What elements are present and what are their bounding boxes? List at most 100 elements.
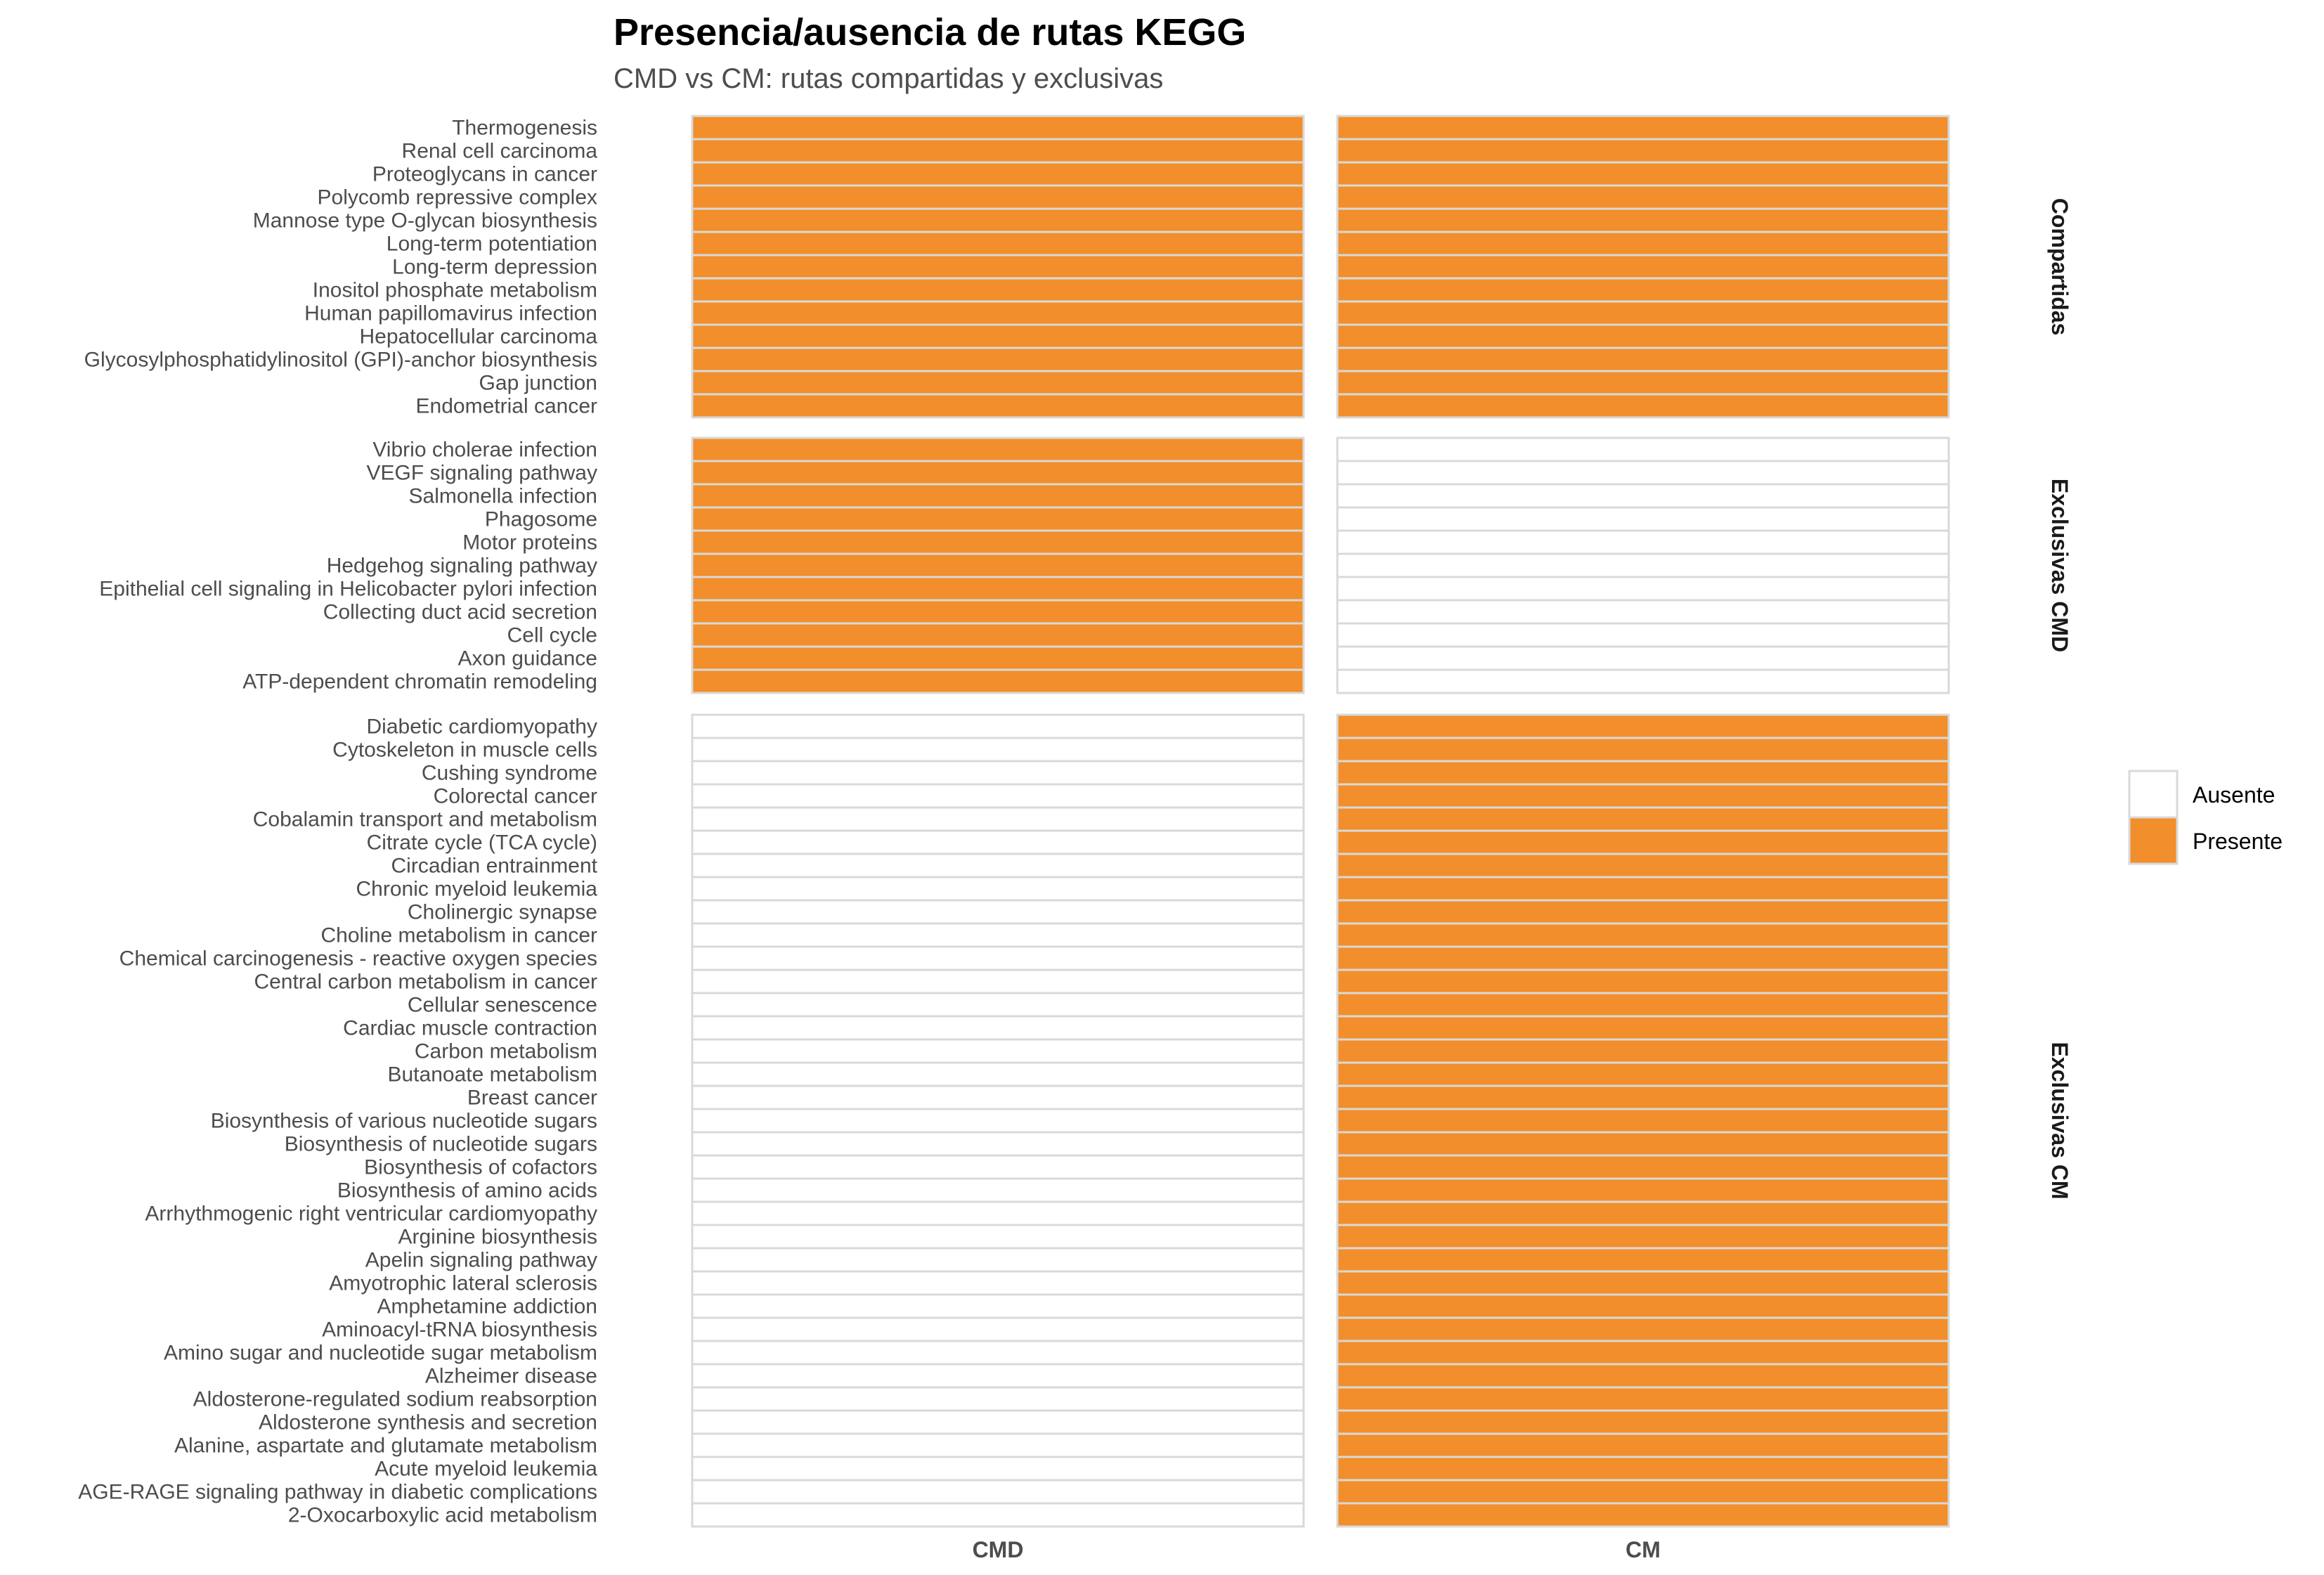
row-label: Collecting duct acid secretion bbox=[323, 601, 597, 624]
heatmap-cell bbox=[691, 529, 1305, 555]
heatmap-cell bbox=[691, 161, 1305, 187]
row-label: Cobalamin transport and metabolism bbox=[253, 808, 597, 831]
heatmap-cell bbox=[1336, 645, 1950, 671]
heatmap-cell bbox=[1336, 760, 1950, 786]
heatmap-cell bbox=[691, 829, 1305, 855]
row-label: Alzheimer disease bbox=[425, 1365, 597, 1388]
heatmap-cell bbox=[691, 506, 1305, 532]
heatmap-cell bbox=[691, 899, 1305, 925]
heatmap-cell bbox=[1336, 483, 1950, 509]
heatmap-cell bbox=[1336, 668, 1950, 694]
row-label: Arrhythmogenic right ventricular cardiom… bbox=[145, 1203, 597, 1226]
row-label: Carbon metabolism bbox=[415, 1040, 597, 1063]
row-label: Inositol phosphate metabolism bbox=[313, 279, 597, 302]
heatmap-cell bbox=[691, 370, 1305, 396]
heatmap-cell bbox=[1336, 622, 1950, 648]
heatmap-cell bbox=[691, 1247, 1305, 1273]
row-label: Biosynthesis of cofactors bbox=[364, 1156, 597, 1179]
heatmap-cell bbox=[691, 876, 1305, 902]
heatmap-cell bbox=[1336, 436, 1950, 462]
row-label: Citrate cycle (TCA cycle) bbox=[367, 831, 597, 855]
heatmap-cell bbox=[1336, 829, 1950, 855]
row-label: Cellular senescence bbox=[408, 994, 597, 1017]
heatmap-cell bbox=[691, 1200, 1305, 1226]
heatmap-cell bbox=[1336, 161, 1950, 187]
row-label: Long-term potentiation bbox=[387, 233, 597, 256]
row-label: Amphetamine addiction bbox=[377, 1295, 597, 1318]
row-label: Polycomb repressive complex bbox=[318, 186, 597, 209]
row-label: Chemical carcinogenesis - reactive oxyge… bbox=[119, 947, 597, 971]
heatmap-cell bbox=[691, 138, 1305, 164]
heatmap-cell bbox=[691, 1340, 1305, 1366]
row-label: Thermogenesis bbox=[452, 117, 597, 140]
row-label: Aminoacyl-tRNA biosynthesis bbox=[322, 1318, 597, 1342]
heatmap-cell bbox=[1336, 1038, 1950, 1064]
facet-strip-label: Exclusivas CMD bbox=[2047, 479, 2072, 652]
heatmap-cell bbox=[691, 1293, 1305, 1319]
heatmap-cell bbox=[1336, 184, 1950, 210]
row-label: Human papillomavirus infection bbox=[304, 302, 597, 325]
row-label: Biosynthesis of nucleotide sugars bbox=[285, 1133, 597, 1156]
row-label: Colorectal cancer bbox=[434, 785, 597, 808]
row-label: Proteoglycans in cancer bbox=[372, 163, 597, 186]
column-label: CMD bbox=[973, 1537, 1024, 1562]
heatmap-cell bbox=[1336, 599, 1950, 625]
heatmap-cell bbox=[691, 1270, 1305, 1296]
heatmap-cell bbox=[691, 1038, 1305, 1064]
heatmap-cell bbox=[1336, 506, 1950, 532]
heatmap-cell bbox=[1336, 968, 1950, 994]
column-labels: CMD CM bbox=[973, 1537, 1661, 1562]
heatmap-cell bbox=[1336, 393, 1950, 419]
heatmap-cell bbox=[1336, 922, 1950, 948]
row-label: Biosynthesis of amino acids bbox=[337, 1179, 597, 1203]
row-label: Aldosterone-regulated sodium reabsorptio… bbox=[193, 1388, 597, 1411]
heatmap-cell bbox=[691, 968, 1305, 994]
heatmap-cell bbox=[1336, 1177, 1950, 1203]
heatmap-cell bbox=[691, 393, 1305, 419]
heatmap-cell bbox=[691, 806, 1305, 832]
heatmap-cell bbox=[691, 1224, 1305, 1250]
heatmap-cell bbox=[691, 783, 1305, 809]
row-label: Cell cycle bbox=[507, 624, 597, 647]
heatmap-cell bbox=[1336, 277, 1950, 303]
heatmap-cell bbox=[1336, 370, 1950, 396]
heatmap-cell bbox=[691, 300, 1305, 326]
row-label: Glycosylphosphatidylinositol (GPI)-ancho… bbox=[84, 349, 597, 372]
heatmap-cell bbox=[1336, 1084, 1950, 1110]
heatmap-cell bbox=[1336, 853, 1950, 879]
heatmap-cell bbox=[1336, 1316, 1950, 1342]
heatmap-cell bbox=[691, 1177, 1305, 1203]
chart-title: Presencia/ausencia de rutas KEGG bbox=[614, 11, 1246, 53]
heatmap-cell bbox=[1336, 529, 1950, 555]
row-label: Arginine biosynthesis bbox=[398, 1226, 598, 1249]
row-label: Hepatocellular carcinoma bbox=[360, 325, 598, 349]
heatmap-cell bbox=[1336, 1363, 1950, 1389]
heatmap-cell bbox=[1336, 115, 1950, 141]
heatmap-cell bbox=[1336, 1154, 1950, 1180]
row-label: Renal cell carcinoma bbox=[402, 140, 598, 163]
heatmap-cell bbox=[691, 1363, 1305, 1389]
row-label: Cytoskeleton in muscle cells bbox=[332, 739, 597, 762]
heatmap-cell bbox=[691, 599, 1305, 625]
heatmap-cell bbox=[691, 460, 1305, 486]
heatmap-cell bbox=[691, 1479, 1305, 1505]
row-label: Salmonella infection bbox=[409, 485, 598, 508]
row-label: Vibrio cholerae infection bbox=[372, 439, 597, 462]
heatmap-cell bbox=[1336, 576, 1950, 602]
row-label: Axon guidance bbox=[458, 647, 598, 670]
row-label: Circadian entrainment bbox=[391, 855, 598, 878]
heatmap-cell bbox=[691, 668, 1305, 694]
heatmap-cell bbox=[691, 231, 1305, 257]
heatmap-cell bbox=[691, 115, 1305, 141]
heatmap-cell bbox=[691, 922, 1305, 948]
heatmap-cell bbox=[1336, 552, 1950, 578]
heatmap-cell bbox=[1336, 460, 1950, 486]
row-label: Breast cancer bbox=[467, 1087, 597, 1110]
row-label: Aldosterone synthesis and secretion bbox=[259, 1411, 597, 1434]
row-label: Alanine, aspartate and glutamate metabol… bbox=[174, 1434, 597, 1458]
heatmap-cell bbox=[1336, 1479, 1950, 1505]
row-label: Cushing syndrome bbox=[422, 762, 597, 785]
heatmap-cell bbox=[691, 207, 1305, 233]
heatmap-cell bbox=[691, 645, 1305, 671]
